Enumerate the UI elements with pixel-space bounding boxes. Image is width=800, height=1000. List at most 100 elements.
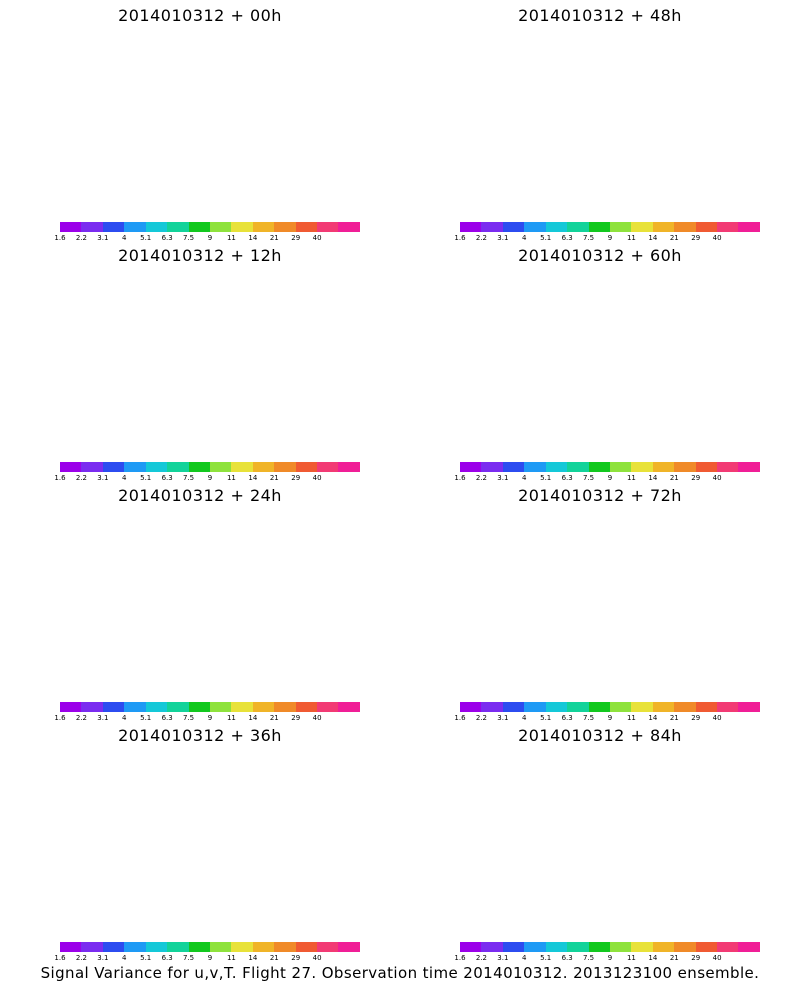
colorbar-swatch [145, 942, 168, 952]
colorbar-swatch [274, 702, 296, 712]
colorbar-ticks: 1.6 2.2 3.1 4 5.1 6.3 7.5 9 11 14 21 29 40 [448, 234, 772, 244]
colorbar-tick-label: 1.6 [54, 234, 66, 242]
colorbar-tick-label: 4 [522, 714, 527, 722]
colorbar-swatch [231, 942, 253, 952]
colorbar-swatch [295, 462, 318, 472]
variance-map [400, 748, 800, 933]
colorbar-swatch [167, 942, 189, 952]
colorbar-tick-label: 9 [207, 474, 213, 482]
colorbar-swatch [481, 222, 503, 232]
colorbar-ticks: 1.6 2.2 3.1 4 5.1 6.3 7.5 9 11 14 21 29 40 [48, 714, 372, 724]
colorbar-swatch [738, 222, 760, 232]
colorbar-tick-label: 1.6 [54, 954, 66, 962]
colorbar-tick-label: 5.1 [140, 954, 152, 962]
variance-map [400, 268, 800, 453]
forecast-panel: 2014010312 + 72h 1.6 2.2 3.1 4 5.1 6.3 7.5 9 11 14… [400, 480, 800, 725]
forecast-panel: 2014010312 + 48h 1.6 2.2 3.1 4 5.1 6.3 7.5 9 11 14… [400, 0, 800, 245]
colorbar-swatch [124, 222, 146, 232]
colorbar-swatch [524, 222, 546, 232]
colorbar-swatch [738, 702, 760, 712]
colorbar-tick-label: 3.1 [97, 474, 109, 482]
variance-field [41, 781, 360, 933]
colorbar-swatch [631, 222, 653, 232]
colorbar-tick-label: 7.5 [182, 954, 195, 962]
colorbar-tick-label: 9 [607, 474, 613, 482]
colorbar-swatch [631, 702, 653, 712]
colorbar-tick-label: 11 [226, 474, 236, 482]
coastline [540, 778, 735, 888]
colorbar-swatch [545, 222, 568, 232]
colorbar-swatch [460, 942, 482, 952]
colorbar-tick-label: 6.3 [161, 474, 173, 482]
colorbar-swatch [295, 702, 318, 712]
colorbar-swatch [102, 702, 125, 712]
colorbar-swatch [695, 702, 718, 712]
colorbar-swatch [252, 702, 275, 712]
colorbar-tick-label: 21 [669, 234, 679, 242]
forecast-panel: 2014010312 + 24h 1.6 2.2 3.1 4 5.1 6.3 7.5 9 11 14… [0, 480, 400, 725]
colorbar-tick-label: 2.2 [475, 714, 487, 722]
colorbar-swatch [588, 462, 610, 472]
colorbar-tick-label: 7.5 [582, 474, 595, 482]
colorbar-tick-label: 40 [712, 714, 722, 722]
colorbar-swatch [524, 462, 546, 472]
colorbar-swatch [652, 462, 675, 472]
panel-title: 2014010312 + 48h [518, 6, 682, 25]
coastline [540, 58, 735, 168]
colorbar-tick-label: 3.1 [97, 954, 109, 962]
colorbar [460, 462, 760, 472]
colorbar-swatch [124, 702, 146, 712]
colorbar-swatch [295, 222, 318, 232]
colorbar-tick-label: 40 [312, 234, 322, 242]
variance-field [50, 545, 351, 691]
colorbar-tick-label: 7.5 [582, 954, 595, 962]
colorbar-swatch [60, 702, 82, 712]
colorbar-swatch [102, 462, 125, 472]
colorbar-tick-label: 3.1 [97, 714, 109, 722]
colorbar-swatch [502, 222, 525, 232]
colorbar-swatch [317, 702, 339, 712]
colorbar-swatch [252, 222, 275, 232]
colorbar-swatch [524, 702, 546, 712]
colorbar-swatch [60, 942, 82, 952]
colorbar-tick-label: 4 [522, 954, 527, 962]
colorbar-ticks: 1.6 2.2 3.1 4 5.1 6.3 7.5 9 11 14 21 29 40 [448, 474, 772, 484]
colorbar-swatch [502, 462, 525, 472]
panel-title: 2014010312 + 00h [118, 6, 282, 25]
colorbar-tick-label: 14 [248, 954, 258, 962]
colorbar-ticks: 1.6 2.2 3.1 4 5.1 6.3 7.5 9 11 14 21 29 40 [48, 474, 372, 484]
colorbar-tick-label: 29 [691, 234, 701, 242]
colorbar-tick-label: 6.3 [161, 954, 173, 962]
colorbar-tick-label: 21 [269, 234, 279, 242]
colorbar-tick-label: 11 [626, 474, 636, 482]
colorbar-ticks: 1.6 2.2 3.1 4 5.1 6.3 7.5 9 11 14 21 29 40 [48, 954, 372, 964]
colorbar-tick-label: 11 [226, 714, 236, 722]
colorbar-tick-label: 5.1 [540, 714, 552, 722]
colorbar-swatch [209, 702, 232, 712]
colorbar [460, 702, 760, 712]
colorbar-tick-label: 1.6 [454, 954, 466, 962]
colorbar-swatch [609, 942, 632, 952]
colorbar-tick-label: 9 [607, 234, 613, 242]
colorbar-swatch [274, 462, 296, 472]
colorbar-tick-label: 40 [712, 954, 722, 962]
colorbar-swatch [460, 702, 482, 712]
colorbar-tick-label: 40 [312, 714, 322, 722]
colorbar-tick-label: 11 [626, 954, 636, 962]
forecast-panel: 2014010312 + 36h 1.6 2.2 3.1 4 5.1 6.3 7.5 9 11 14… [0, 720, 400, 965]
colorbar-swatch [295, 942, 318, 952]
coastline [540, 538, 735, 648]
colorbar-tick-label: 21 [669, 474, 679, 482]
colorbar-swatch [102, 222, 125, 232]
colorbar-tick-label: 40 [712, 474, 722, 482]
colorbar-swatch [631, 462, 653, 472]
colorbar-tick-label: 5.1 [140, 714, 152, 722]
colorbar-swatch [188, 942, 210, 952]
colorbar-swatch [188, 462, 210, 472]
colorbar-tick-label: 6.3 [561, 474, 573, 482]
colorbar-swatch [502, 702, 525, 712]
colorbar-swatch [167, 702, 189, 712]
colorbar-tick-label: 2.2 [475, 234, 487, 242]
colorbar-tick-label: 5.1 [540, 474, 552, 482]
colorbar-tick-label: 14 [648, 714, 658, 722]
